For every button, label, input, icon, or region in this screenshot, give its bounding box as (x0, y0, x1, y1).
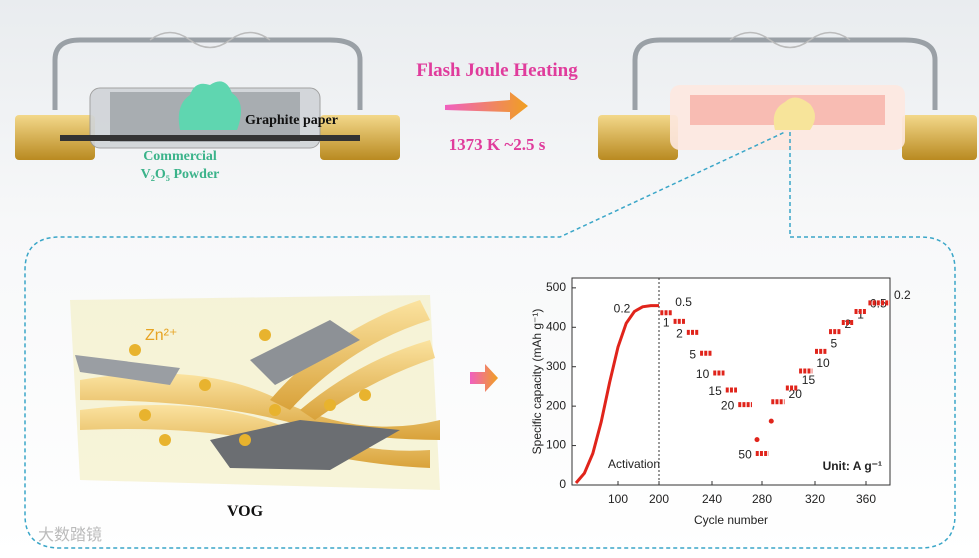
activation-rate-label: 0.2 (614, 302, 631, 316)
material-label: VOG (227, 503, 264, 520)
graphite-label: Graphite paper (245, 113, 338, 128)
process-condition: 1373 K ~2.5 s (449, 135, 546, 154)
rate-label: 20 (721, 399, 735, 413)
y-tick-label: 500 (546, 280, 566, 294)
rate-label: 0.5 (675, 295, 692, 309)
outlier-point (768, 418, 774, 424)
y-tick-label: 400 (546, 319, 566, 333)
outlier-point (754, 437, 760, 443)
x-axis-label: Cycle number (694, 513, 768, 527)
x-tick-label: 100 (608, 492, 628, 506)
apparatus-right (598, 31, 977, 160)
rate-label: 0.2 (894, 288, 911, 302)
rate-label: 5 (689, 347, 696, 361)
process-title: Flash Joule Heating (416, 60, 578, 81)
activation-curve (574, 304, 659, 484)
apparatus-left (15, 31, 400, 160)
rate-label: 1 (857, 308, 864, 322)
x-tick-label: 280 (752, 492, 772, 506)
y-tick-label: 300 (546, 359, 566, 373)
rate-label: 2 (676, 327, 683, 341)
powder-label: Commercial (143, 149, 217, 164)
x-tick-label: 240 (702, 492, 722, 506)
chart: 0 100 200 300 400 500 100 200 240 280 320 360 Cycle … (530, 277, 911, 527)
x-tick-label: 320 (805, 492, 825, 506)
y-tick-label: 100 (546, 438, 566, 452)
ion-label: Zn²⁺ (145, 327, 177, 344)
y-tick-label: 0 (559, 477, 566, 491)
unit-note: Unit: A g⁻¹ (823, 459, 882, 473)
y-axis-label: Specific capacity (mAh g⁻¹) (530, 309, 544, 455)
activation-label: Activation (608, 457, 660, 471)
rate-label: 5 (830, 337, 837, 351)
callout-border (24, 131, 956, 549)
powder-label: V₂O₅ Powder (141, 167, 220, 182)
rate-label: 15 (802, 373, 816, 387)
x-tick-label: 200 (649, 492, 669, 506)
arrow (470, 364, 498, 392)
rate-label: 10 (816, 356, 830, 370)
rate-label: 50 (738, 448, 752, 462)
plot-frame (571, 277, 891, 486)
arrow (445, 92, 528, 120)
vog-illustration (70, 295, 440, 490)
rate-label: 15 (708, 384, 722, 398)
x-tick-label: 360 (856, 492, 876, 506)
rate-label: 1 (663, 316, 670, 330)
y-tick-label: 200 (546, 398, 566, 412)
watermark: 大数踏镜 (38, 525, 102, 544)
rate-label: 10 (696, 367, 710, 381)
